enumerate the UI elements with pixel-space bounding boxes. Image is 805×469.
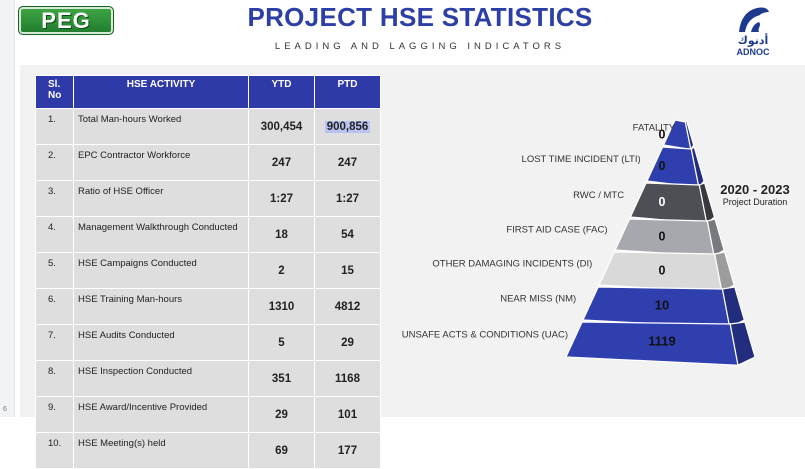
row-activity: Management Walkthrough Conducted [73, 216, 249, 253]
column-header-ptd: PTD [314, 75, 381, 109]
adnoc-falcon-icon [739, 7, 769, 33]
row-ptd: 29 [314, 324, 381, 361]
column-header-no: Sl. No [35, 75, 74, 109]
row-activity: Total Man-hours Worked [73, 108, 249, 145]
row-ytd: 2 [248, 252, 315, 289]
adnoc-logo: أدنوك ADNOC [724, 2, 782, 60]
row-ytd: 1310 [248, 288, 315, 325]
left-strip: 6 [0, 0, 15, 417]
pyramid-layer-value: 1119 [648, 334, 676, 349]
pyramid-layer-value: 0 [659, 230, 666, 244]
row-number: 2. [35, 144, 74, 181]
row-ptd: 4812 [314, 288, 381, 325]
row-ptd: 54 [314, 216, 381, 253]
pyramid-layer-side [698, 182, 716, 225]
pyramid-layer-side [721, 286, 745, 329]
row-ytd: 5 [248, 324, 315, 361]
adnoc-logo-text: ADNOC [736, 47, 770, 57]
row-activity: HSE Award/Incentive Provided [73, 396, 249, 433]
page-subtitle: LEADING AND LAGGING INDICATORS [274, 41, 566, 52]
pyramid-layer-value: 0 [659, 195, 666, 209]
row-ptd: 247 [314, 144, 381, 181]
table-row: 2. EPC Contractor Workforce 247 247 [35, 144, 381, 181]
pyramid-layer-front [646, 146, 700, 189]
row-ytd: 69 [248, 432, 315, 469]
pyramid-layer-front [629, 182, 708, 225]
pyramid-layer-side [713, 251, 735, 294]
row-ytd: 351 [248, 360, 315, 397]
pyramid-layer-label: FIRST AID CASE (FAC) [506, 225, 607, 236]
pyramid-layer-label: OTHER DAMAGING INCIDENTS (DI) [432, 259, 592, 270]
table-row: 3. Ratio of HSE Officer 1:27 1:27 [35, 180, 381, 217]
pyramid-layer-value: 0 [659, 128, 666, 142]
row-ptd: 101 [314, 396, 381, 433]
table-row: 9. HSE Award/Incentive Provided 29 101 [35, 396, 381, 433]
table-row: 5. HSE Campaigns Conducted 2 15 [35, 252, 381, 289]
pyramid-layer-label: FATALITY [633, 123, 676, 134]
row-ptd: 900,856 [314, 108, 381, 145]
table-row: 10. HSE Meeting(s) held 69 177 [35, 432, 381, 469]
row-activity: HSE Training Man-hours [73, 288, 249, 325]
row-ptd: 15 [314, 252, 381, 289]
row-number: 1. [35, 108, 74, 145]
row-activity: HSE Inspection Conducted [73, 360, 249, 397]
project-period: 2020 - 2023 Project Duration [710, 183, 800, 208]
project-period-caption: Project Duration [722, 197, 788, 207]
pyramid-layer-value: 0 [659, 264, 666, 278]
row-ptd: 1:27 [314, 180, 381, 217]
adnoc-logo-arabic: أدنوك [737, 35, 769, 47]
page-title: PROJECT HSE STATISTICS [247, 2, 593, 32]
table-row: 1. Total Man-hours Worked 300,454 900,85… [35, 108, 381, 145]
column-header-activity: HSE ACTIVITY [73, 75, 249, 109]
pyramid-layer-label: UNSAFE ACTS & CONDITIONS (UAC) [402, 330, 568, 341]
row-activity: Ratio of HSE Officer [73, 180, 249, 217]
pyramid-layer-side [684, 118, 695, 152]
hse-activity-table: Sl. No HSE ACTIVITY YTD PTD 1. Total Man… [35, 75, 381, 469]
row-ytd: 1:27 [248, 180, 315, 217]
row-activity: HSE Meeting(s) held [73, 432, 249, 469]
table-row: 4. Management Walkthrough Conducted 18 5… [35, 216, 381, 253]
peg-logo: PEG [18, 6, 114, 35]
table-row: 7. HSE Audits Conducted 5 29 [35, 324, 381, 361]
table-header-row: Sl. No HSE ACTIVITY YTD PTD [35, 75, 381, 109]
row-ytd: 18 [248, 216, 315, 253]
pyramid-layer-value: 10 [655, 298, 669, 313]
pyramid-layer-side [729, 321, 756, 367]
row-activity: HSE Audits Conducted [73, 324, 249, 361]
row-number: 8. [35, 360, 74, 397]
row-activity: EPC Contractor Workforce [73, 144, 249, 181]
row-ptd: 177 [314, 432, 381, 469]
row-ytd: 247 [248, 144, 315, 181]
row-ytd: 300,454 [248, 108, 315, 145]
row-ptd: 1168 [314, 360, 381, 397]
row-number: 3. [35, 180, 74, 217]
row-activity: HSE Campaigns Conducted [73, 252, 249, 289]
pyramid-layer-label: RWC / MTC [573, 190, 624, 201]
row-ytd: 29 [248, 396, 315, 433]
slide-number: 6 [3, 406, 7, 413]
pyramid-layer-side [690, 146, 705, 189]
row-number: 4. [35, 216, 74, 253]
peg-logo-text: PEG [41, 7, 91, 33]
pyramid-layer-label: NEAR MISS (NM) [500, 294, 576, 305]
pyramid-layer-value: 0 [659, 159, 666, 173]
row-number: 5. [35, 252, 74, 289]
row-number: 7. [35, 324, 74, 361]
table-row: 6. HSE Training Man-hours 1310 4812 [35, 288, 381, 325]
row-number: 6. [35, 288, 74, 325]
table-row: 8. HSE Inspection Conducted 351 1168 [35, 360, 381, 397]
row-ptd-highlight: 900,856 [324, 120, 371, 133]
project-period-years: 2020 - 2023 [720, 182, 790, 197]
pyramid-layer-side [706, 218, 725, 258]
row-number: 10. [35, 432, 74, 469]
pyramid-layer-label: LOST TIME INCIDENT (LTI) [522, 154, 641, 165]
column-header-ytd: YTD [248, 75, 315, 109]
row-number: 9. [35, 396, 74, 433]
